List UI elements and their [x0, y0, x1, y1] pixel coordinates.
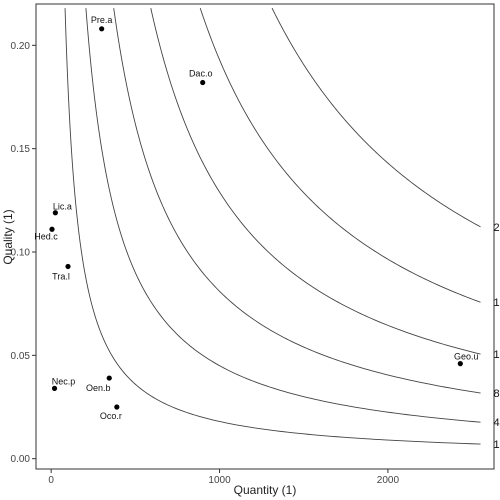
contour-line [64, 8, 481, 445]
contour-label: 129 [494, 349, 500, 361]
scatter-point [457, 361, 463, 367]
contour-line [85, 8, 481, 423]
x-axis: 0 1000 2000 [48, 469, 399, 486]
contour-label: 81 [494, 388, 500, 400]
point-label: Pre.a [91, 15, 113, 25]
contour-labels: 18 45 81 129 193 286 [494, 222, 500, 451]
contour-label: 18 [494, 439, 500, 451]
y-axis-label: Quality (1) [1, 209, 15, 264]
point-label: Nec.p [52, 376, 76, 386]
scatter-point [106, 375, 112, 381]
point-label: Hed.c [34, 231, 58, 241]
contour-line [271, 7, 481, 228]
point-label: Tra.l [52, 271, 70, 281]
scatter-point [99, 26, 105, 32]
x-axis-label: Quantity (1) [234, 483, 297, 497]
x-tick-label: 0 [48, 475, 54, 486]
contour-line [199, 7, 481, 303]
point-label: Oco.r [100, 411, 122, 421]
contour-label: 45 [494, 417, 500, 429]
y-tick-label: 0.10 [11, 248, 31, 259]
point-label: Dac.o [189, 69, 213, 79]
scatter-point [52, 210, 58, 216]
contour-label: 193 [494, 297, 500, 309]
y-tick-label: 0.05 [11, 351, 31, 362]
x-tick-label: 1000 [208, 475, 231, 486]
scatter-point [49, 226, 55, 232]
y-tick-label: 0.20 [11, 41, 31, 52]
y-axis: 0.00 0.05 0.10 0.15 0.20 [11, 41, 36, 465]
y-tick-label: 0.15 [11, 144, 31, 155]
scatter-point [114, 404, 120, 410]
y-tick-label: 0.00 [11, 454, 31, 465]
point-label: Lic.a [53, 202, 72, 212]
scatter-point [51, 385, 58, 391]
x-tick-label: 2000 [377, 475, 400, 486]
contour-line [113, 8, 481, 394]
contour-line [150, 8, 481, 355]
plot-panel-border [35, 3, 495, 470]
point-label: Geo.u [454, 352, 479, 362]
contour-label: 286 [494, 222, 500, 234]
scatter-point [65, 263, 71, 270]
contour-lines [64, 7, 481, 445]
scatter-point [200, 79, 206, 86]
point-label: Oen.b [86, 383, 111, 393]
data-points: Pre.a Dac.o Lic.a Hed.c Tra.l Geo.u Nec.p Oen.b… [34, 15, 478, 421]
